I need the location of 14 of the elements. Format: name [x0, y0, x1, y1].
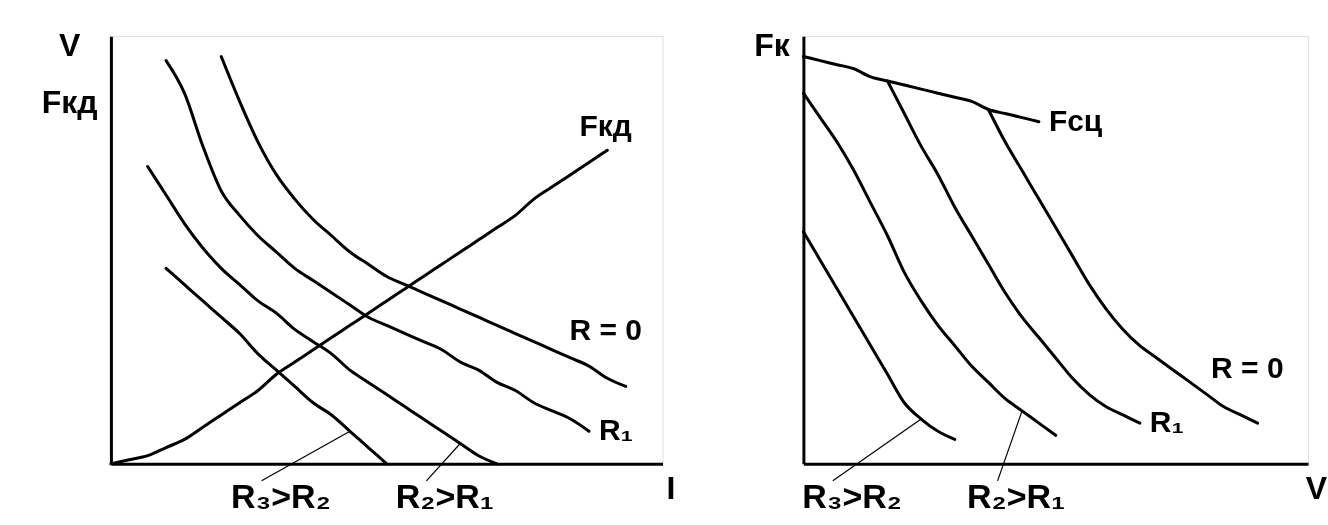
legend-label: R₂>R₁ — [395, 476, 494, 515]
x-axis-title: I — [666, 470, 676, 507]
y-axis-title: V Fкд — [41, 26, 98, 121]
series-label: R₁ — [1149, 405, 1184, 439]
series-label: R = 0 — [569, 313, 643, 347]
series-label: Fкд — [579, 109, 632, 143]
x-axis-title: V — [1305, 470, 1328, 507]
legend-label: R₂>R₁ — [967, 476, 1066, 515]
legend-label: R₃>R₂ — [802, 476, 902, 515]
series-label: Fсц — [1048, 103, 1103, 137]
legend-label: R₃>R₂ — [231, 476, 331, 515]
series-label: R = 0 — [1211, 351, 1284, 385]
y-axis-title: Fк — [754, 26, 791, 63]
series-label: R₁ — [598, 413, 633, 447]
